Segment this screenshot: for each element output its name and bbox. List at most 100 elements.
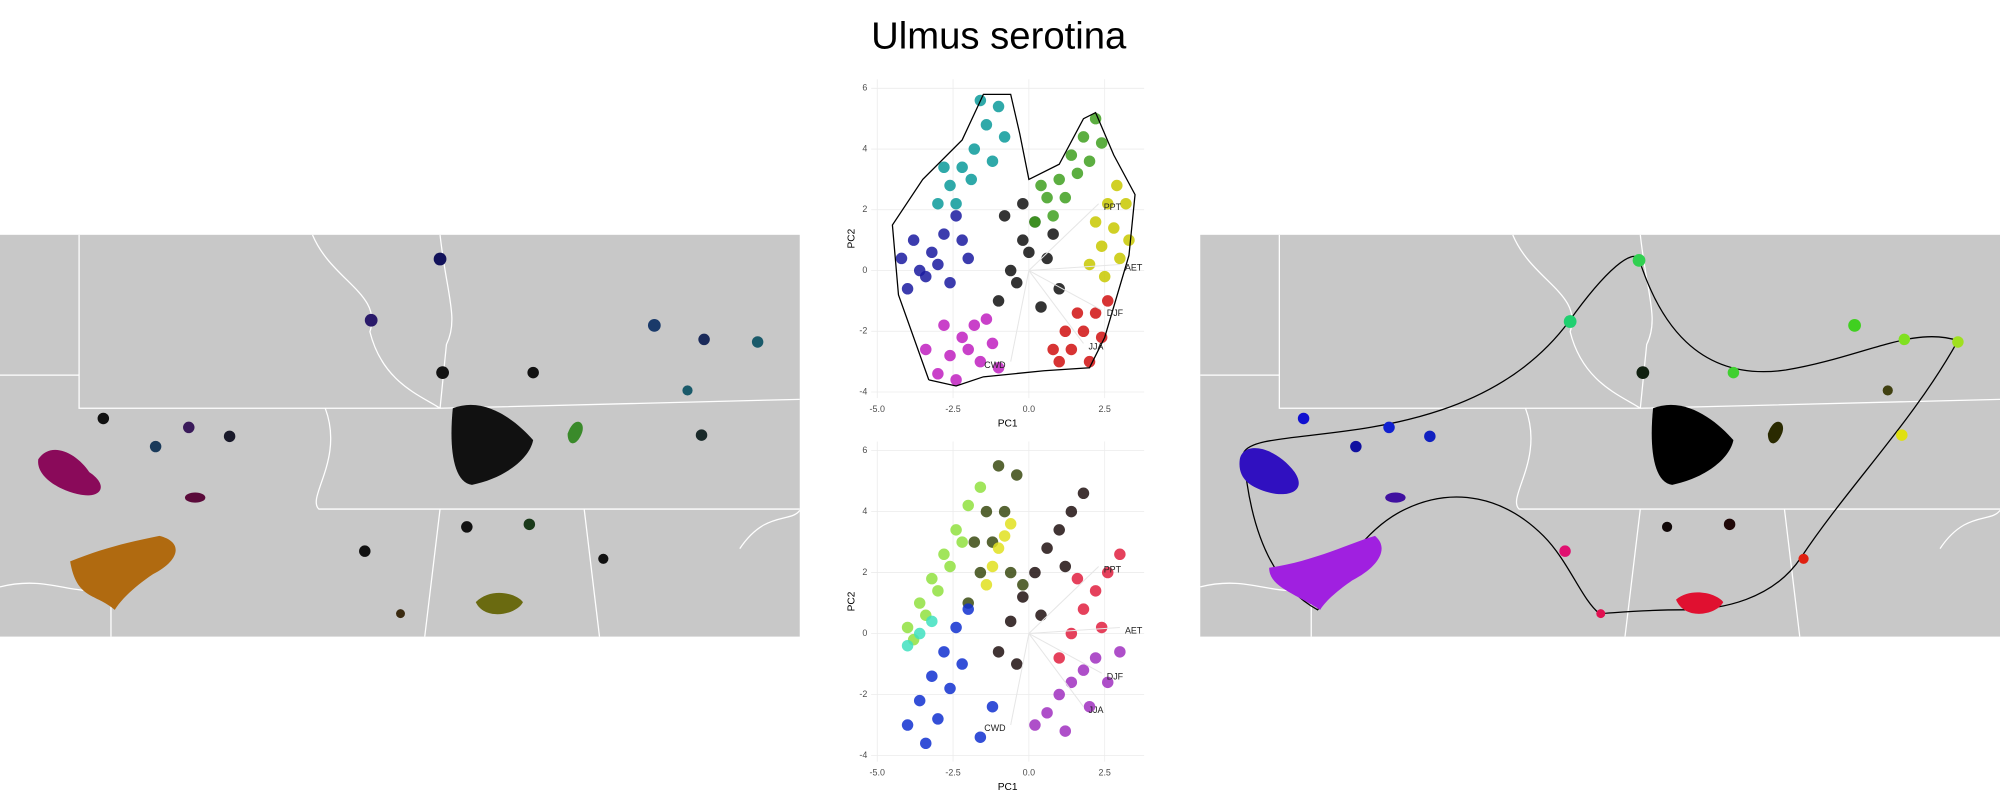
point: [1065, 676, 1078, 689]
point: [1041, 191, 1053, 204]
point: [1011, 658, 1023, 670]
loading-arrow: [1028, 270, 1084, 344]
point: [956, 234, 968, 246]
point: [1095, 331, 1108, 344]
y-tick-label: 6: [862, 83, 867, 93]
point: [938, 646, 950, 658]
x-tick-label: -5.0: [870, 404, 885, 414]
hull-outline: [891, 93, 1136, 387]
loading-arrow: [1028, 203, 1099, 271]
y-tick-label: -4: [859, 386, 867, 396]
point: [992, 646, 1005, 658]
point: [938, 319, 950, 331]
point: [1065, 505, 1078, 518]
point: [1114, 252, 1126, 265]
x-tick-label: 0.0: [1023, 404, 1035, 414]
x-tick-label: 2.5: [1099, 404, 1111, 414]
y-tick-label: 6: [862, 445, 867, 455]
point: [1047, 228, 1059, 240]
y-tick-label: -4: [859, 750, 867, 760]
loading-label: AET: [1125, 263, 1143, 273]
point: [1059, 191, 1072, 204]
point: [1053, 173, 1065, 186]
point: [1059, 325, 1072, 338]
point: [1077, 664, 1090, 676]
point: [1089, 652, 1102, 664]
point: [1065, 343, 1078, 356]
point: [1041, 707, 1053, 719]
x-tick-label: -5.0: [870, 767, 885, 777]
point: [980, 313, 993, 325]
point: [1095, 621, 1108, 634]
point: [1077, 131, 1090, 143]
point: [1017, 579, 1029, 591]
point: [956, 536, 968, 548]
point: [926, 572, 938, 585]
figure-title: Ulmus serotina: [871, 15, 1127, 58]
point: [1089, 307, 1102, 319]
point: [901, 621, 914, 634]
loading-arrow: [1010, 270, 1030, 362]
point: [1114, 646, 1126, 658]
point: [1077, 325, 1090, 338]
loading-label: CWD: [984, 723, 1005, 733]
point: [938, 548, 950, 561]
point: [1053, 355, 1065, 368]
loading-label: DJF: [1107, 308, 1124, 318]
x-axis-label: PC1: [998, 782, 1018, 793]
point: [962, 499, 974, 512]
scatter-plot: -5.0 -2.5 0.0 2.5 -4 -2 0 2 4 6 PC1 PC2 PPT AET DJF JJA…: [847, 441, 1145, 793]
point: [1029, 719, 1041, 731]
point: [1071, 307, 1084, 319]
point: [968, 143, 981, 155]
point: [1120, 197, 1132, 210]
point: [1053, 688, 1065, 701]
loading-arrow: [1028, 633, 1102, 674]
point: [1004, 264, 1017, 277]
point: [992, 361, 1005, 374]
point: [1098, 270, 1111, 283]
loading-label: PPT: [1104, 202, 1122, 212]
point: [962, 252, 974, 265]
point: [980, 119, 993, 131]
point: [956, 658, 968, 670]
y-tick-label: -2: [859, 689, 867, 699]
loading-arrow: [1028, 566, 1099, 634]
point: [1083, 155, 1096, 167]
point: [1059, 560, 1072, 573]
point: [1089, 112, 1102, 125]
point: [907, 234, 920, 246]
point: [1095, 137, 1108, 149]
point: [920, 270, 932, 283]
point: [1065, 149, 1078, 161]
x-tick-label: -2.5: [945, 404, 960, 414]
point: [980, 579, 993, 591]
point: [944, 560, 956, 573]
point: [1111, 179, 1123, 192]
point: [932, 197, 944, 210]
point: [1083, 700, 1096, 713]
point: [901, 283, 914, 295]
point: [1101, 197, 1114, 210]
point: [1017, 591, 1029, 603]
point: [986, 155, 999, 167]
point: [1053, 652, 1065, 664]
point: [992, 542, 1005, 554]
loading-label: AET: [1125, 626, 1143, 636]
loading-label: CWD: [984, 360, 1005, 370]
loading-arrow: [1028, 263, 1120, 272]
point: [913, 627, 926, 640]
point: [956, 161, 968, 174]
x-tick-label: 0.0: [1023, 767, 1035, 777]
point: [1035, 609, 1047, 621]
point: [968, 319, 981, 331]
y-axis-label: PC2: [847, 591, 858, 611]
point: [895, 252, 908, 265]
point: [1047, 343, 1059, 356]
point: [950, 374, 962, 386]
loading-arrow: [1028, 270, 1102, 311]
point: [1017, 234, 1029, 246]
point: [974, 355, 987, 368]
point: [974, 566, 987, 579]
